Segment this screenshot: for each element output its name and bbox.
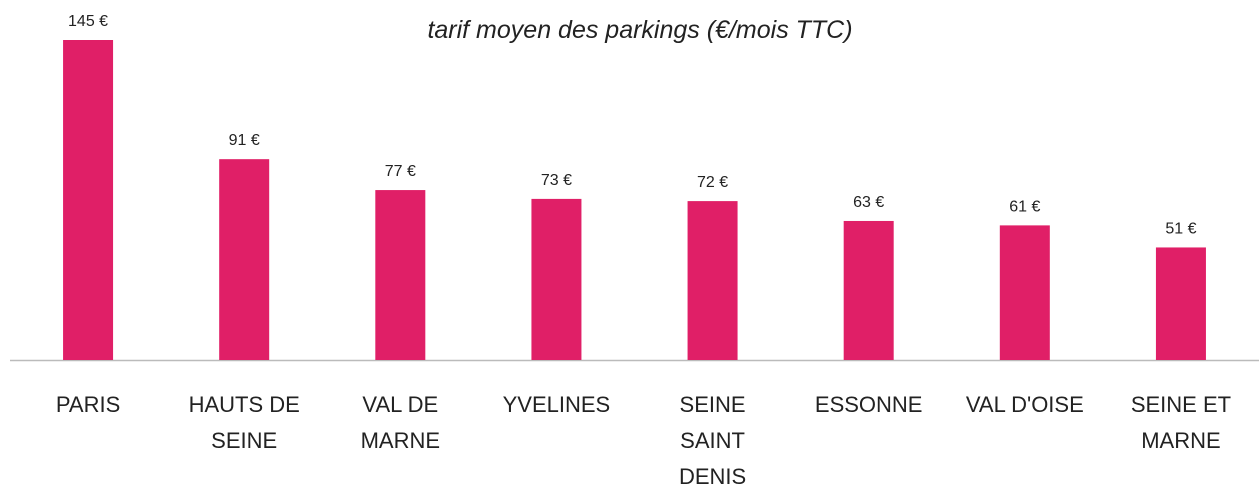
- bar: [1155, 247, 1206, 360]
- x-tick-label: VAL D'OISE: [965, 392, 1084, 417]
- x-tick-label: VAL DE MARNE: [360, 392, 441, 453]
- value-label: 61 €: [1009, 198, 1040, 215]
- x-tick-label: HAUTS DE SEINE: [188, 392, 300, 453]
- value-label: 51 €: [1165, 220, 1196, 237]
- bar: [687, 201, 738, 360]
- bar: [999, 225, 1050, 360]
- value-label: 145 €: [68, 13, 108, 30]
- x-tick-label: SEINE ET MARNE: [1130, 392, 1232, 453]
- bar: [375, 190, 426, 360]
- x-tick-label: PARIS: [55, 392, 121, 417]
- value-label: 91 €: [229, 132, 260, 149]
- x-tick-label: ESSONNE: [814, 392, 923, 417]
- bar: [531, 198, 582, 360]
- chart-title: tarif moyen des parkings (€/mois TTC): [427, 16, 852, 44]
- bar: [843, 220, 894, 360]
- x-tick-label: YVELINES: [502, 392, 611, 417]
- value-label: 63 €: [853, 194, 884, 211]
- value-label: 77 €: [385, 163, 416, 180]
- value-label: 73 €: [541, 172, 572, 189]
- value-label: 72 €: [697, 174, 728, 191]
- bar: [63, 40, 114, 360]
- bar: [219, 159, 270, 360]
- x-tick-label: SEINE SAINT DENIS: [678, 392, 747, 489]
